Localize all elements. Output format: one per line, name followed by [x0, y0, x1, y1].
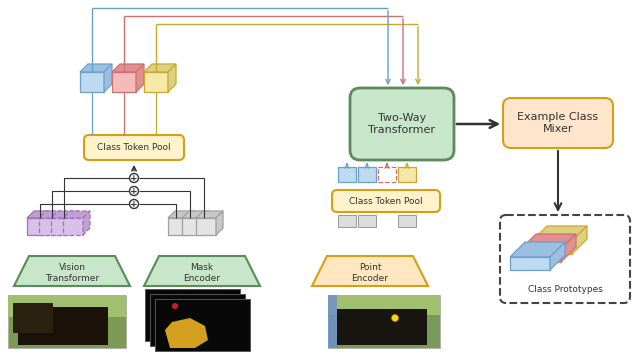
Circle shape	[129, 186, 138, 196]
Polygon shape	[112, 72, 136, 92]
Text: Class Token Pool: Class Token Pool	[349, 197, 423, 205]
Polygon shape	[80, 72, 104, 92]
Text: Two-Way
Transformer: Two-Way Transformer	[369, 113, 435, 135]
Bar	[13, 303, 53, 333]
Bar	[155, 299, 250, 351]
Polygon shape	[165, 318, 208, 348]
Polygon shape	[196, 218, 216, 235]
FancyBboxPatch shape	[500, 215, 630, 303]
Text: +: +	[130, 187, 138, 196]
Polygon shape	[168, 64, 176, 92]
Polygon shape	[104, 64, 112, 92]
FancyBboxPatch shape	[350, 88, 454, 160]
Polygon shape	[63, 218, 83, 235]
Polygon shape	[71, 211, 78, 235]
Polygon shape	[144, 72, 168, 92]
Polygon shape	[39, 218, 59, 235]
Polygon shape	[188, 211, 195, 235]
Bar	[338, 215, 356, 227]
Bar	[398, 215, 416, 227]
Polygon shape	[112, 64, 144, 72]
Polygon shape	[47, 211, 54, 235]
Bar	[338, 167, 356, 182]
Bar	[8, 295, 126, 317]
FancyBboxPatch shape	[332, 190, 440, 212]
Circle shape	[392, 315, 399, 322]
Polygon shape	[182, 211, 209, 218]
Polygon shape	[550, 242, 565, 270]
Bar	[18, 307, 108, 345]
Circle shape	[129, 199, 138, 209]
Text: Class Prototypes: Class Prototypes	[527, 285, 602, 293]
Bar	[378, 167, 396, 182]
Polygon shape	[51, 211, 78, 218]
Polygon shape	[80, 64, 112, 72]
Polygon shape	[27, 211, 54, 218]
Polygon shape	[521, 234, 576, 249]
Bar	[337, 309, 427, 345]
Polygon shape	[532, 226, 587, 241]
Polygon shape	[182, 218, 202, 235]
FancyBboxPatch shape	[503, 98, 613, 148]
Polygon shape	[572, 226, 587, 254]
Circle shape	[172, 303, 178, 309]
Polygon shape	[510, 242, 565, 257]
Bar	[328, 295, 440, 348]
Polygon shape	[168, 218, 188, 235]
Polygon shape	[39, 211, 66, 218]
Polygon shape	[532, 241, 572, 254]
Polygon shape	[51, 218, 71, 235]
Bar	[8, 295, 126, 348]
Polygon shape	[561, 234, 576, 262]
Bar	[358, 215, 376, 227]
Polygon shape	[83, 211, 90, 235]
Circle shape	[129, 174, 138, 183]
Text: Mask
Encoder: Mask Encoder	[184, 263, 221, 283]
Bar	[150, 294, 245, 346]
Polygon shape	[202, 211, 209, 235]
Bar	[398, 167, 416, 182]
Polygon shape	[27, 218, 47, 235]
Bar	[328, 295, 440, 315]
Polygon shape	[144, 64, 176, 72]
Polygon shape	[312, 256, 428, 286]
Polygon shape	[510, 257, 550, 270]
Polygon shape	[63, 211, 90, 218]
Text: +: +	[130, 174, 138, 183]
Bar	[145, 289, 240, 341]
Polygon shape	[144, 256, 260, 286]
Text: +: +	[130, 200, 138, 209]
Polygon shape	[521, 249, 561, 262]
Polygon shape	[168, 211, 195, 218]
Polygon shape	[216, 211, 223, 235]
Polygon shape	[196, 211, 223, 218]
Text: Vision
Transformer: Vision Transformer	[45, 263, 99, 283]
Bar	[328, 295, 337, 348]
Polygon shape	[59, 211, 66, 235]
Polygon shape	[14, 256, 130, 286]
Text: Example Class
Mixer: Example Class Mixer	[517, 112, 598, 134]
Polygon shape	[136, 64, 144, 92]
FancyBboxPatch shape	[84, 135, 184, 160]
Bar	[358, 167, 376, 182]
Text: Class Token Pool: Class Token Pool	[97, 143, 171, 152]
Text: Point
Encoder: Point Encoder	[351, 263, 388, 283]
